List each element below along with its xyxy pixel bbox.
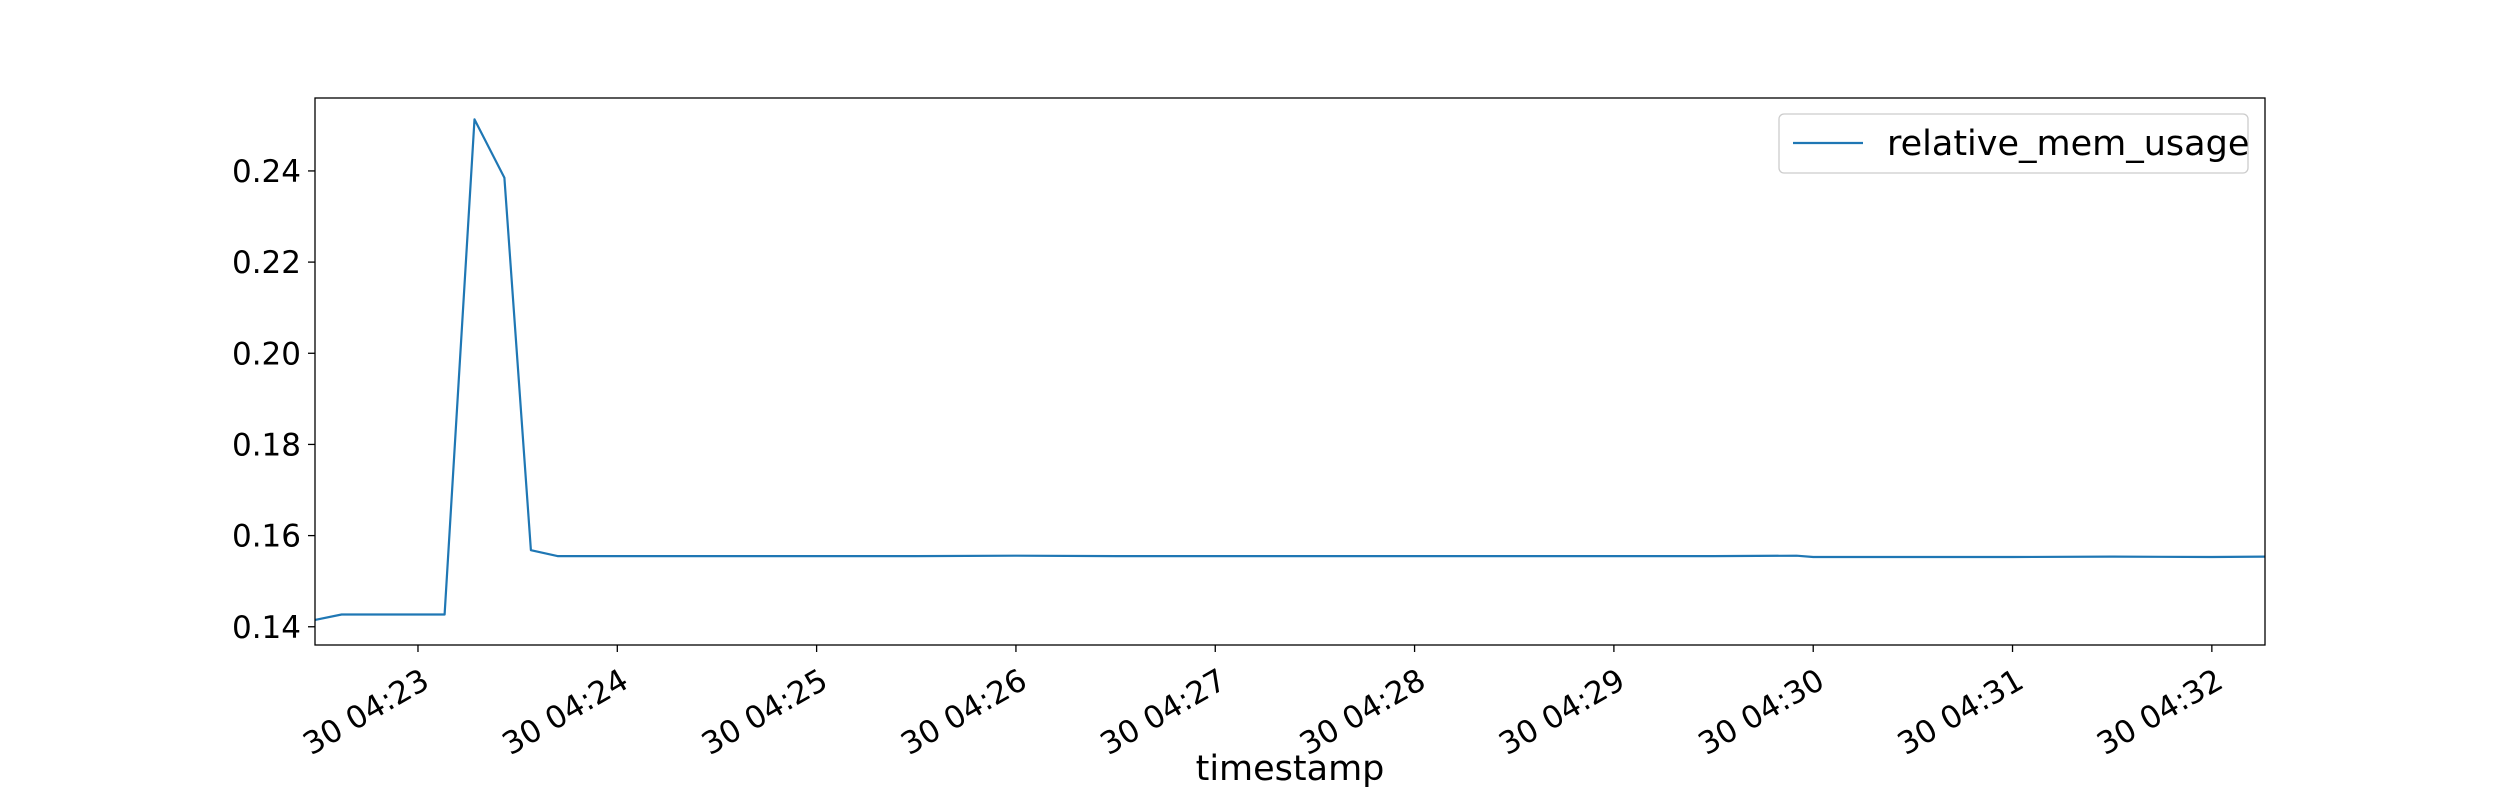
y-tick-label: 0.14 <box>232 610 301 646</box>
series-line-relative-mem-usage <box>314 118 2266 621</box>
x-tick-label: 30 04:29 <box>1493 662 1631 762</box>
y-tick-label: 0.20 <box>232 336 301 372</box>
x-tick-label: 30 04:27 <box>1094 662 1232 762</box>
x-tick-label: 30 04:24 <box>496 662 634 762</box>
x-tick-label: 30 04:32 <box>2091 662 2229 762</box>
plot-background <box>315 98 2265 645</box>
y-tick-label: 0.16 <box>232 519 301 555</box>
plot-frame <box>314 97 2266 646</box>
x-tick-label: 30 04:25 <box>696 662 834 762</box>
y-tick-label: 0.18 <box>232 427 301 463</box>
y-tick-label: 0.22 <box>232 245 301 281</box>
legend-label: relative_mem_usage <box>1887 124 2249 164</box>
x-tick-label: 30 04:31 <box>1892 662 2030 762</box>
x-tick-label: 30 04:28 <box>1294 662 1432 762</box>
x-tick-label: 30 04:30 <box>1692 662 1830 762</box>
legend-box <box>1778 113 2249 174</box>
legend: relative_mem_usage <box>1778 113 2249 174</box>
y-tick-label: 0.24 <box>232 154 301 190</box>
x-axis: 30 04:23 30 04:24 30 04:25 30 04:26 30 04:27… <box>297 645 2229 763</box>
x-axis-title: timestamp <box>1196 749 1385 789</box>
y-axis: 0.14 0.16 0.18 0.20 0.22 0.24 <box>232 154 315 646</box>
x-tick-label: 30 04:26 <box>895 662 1033 762</box>
x-tick-label: 30 04:23 <box>297 662 435 762</box>
